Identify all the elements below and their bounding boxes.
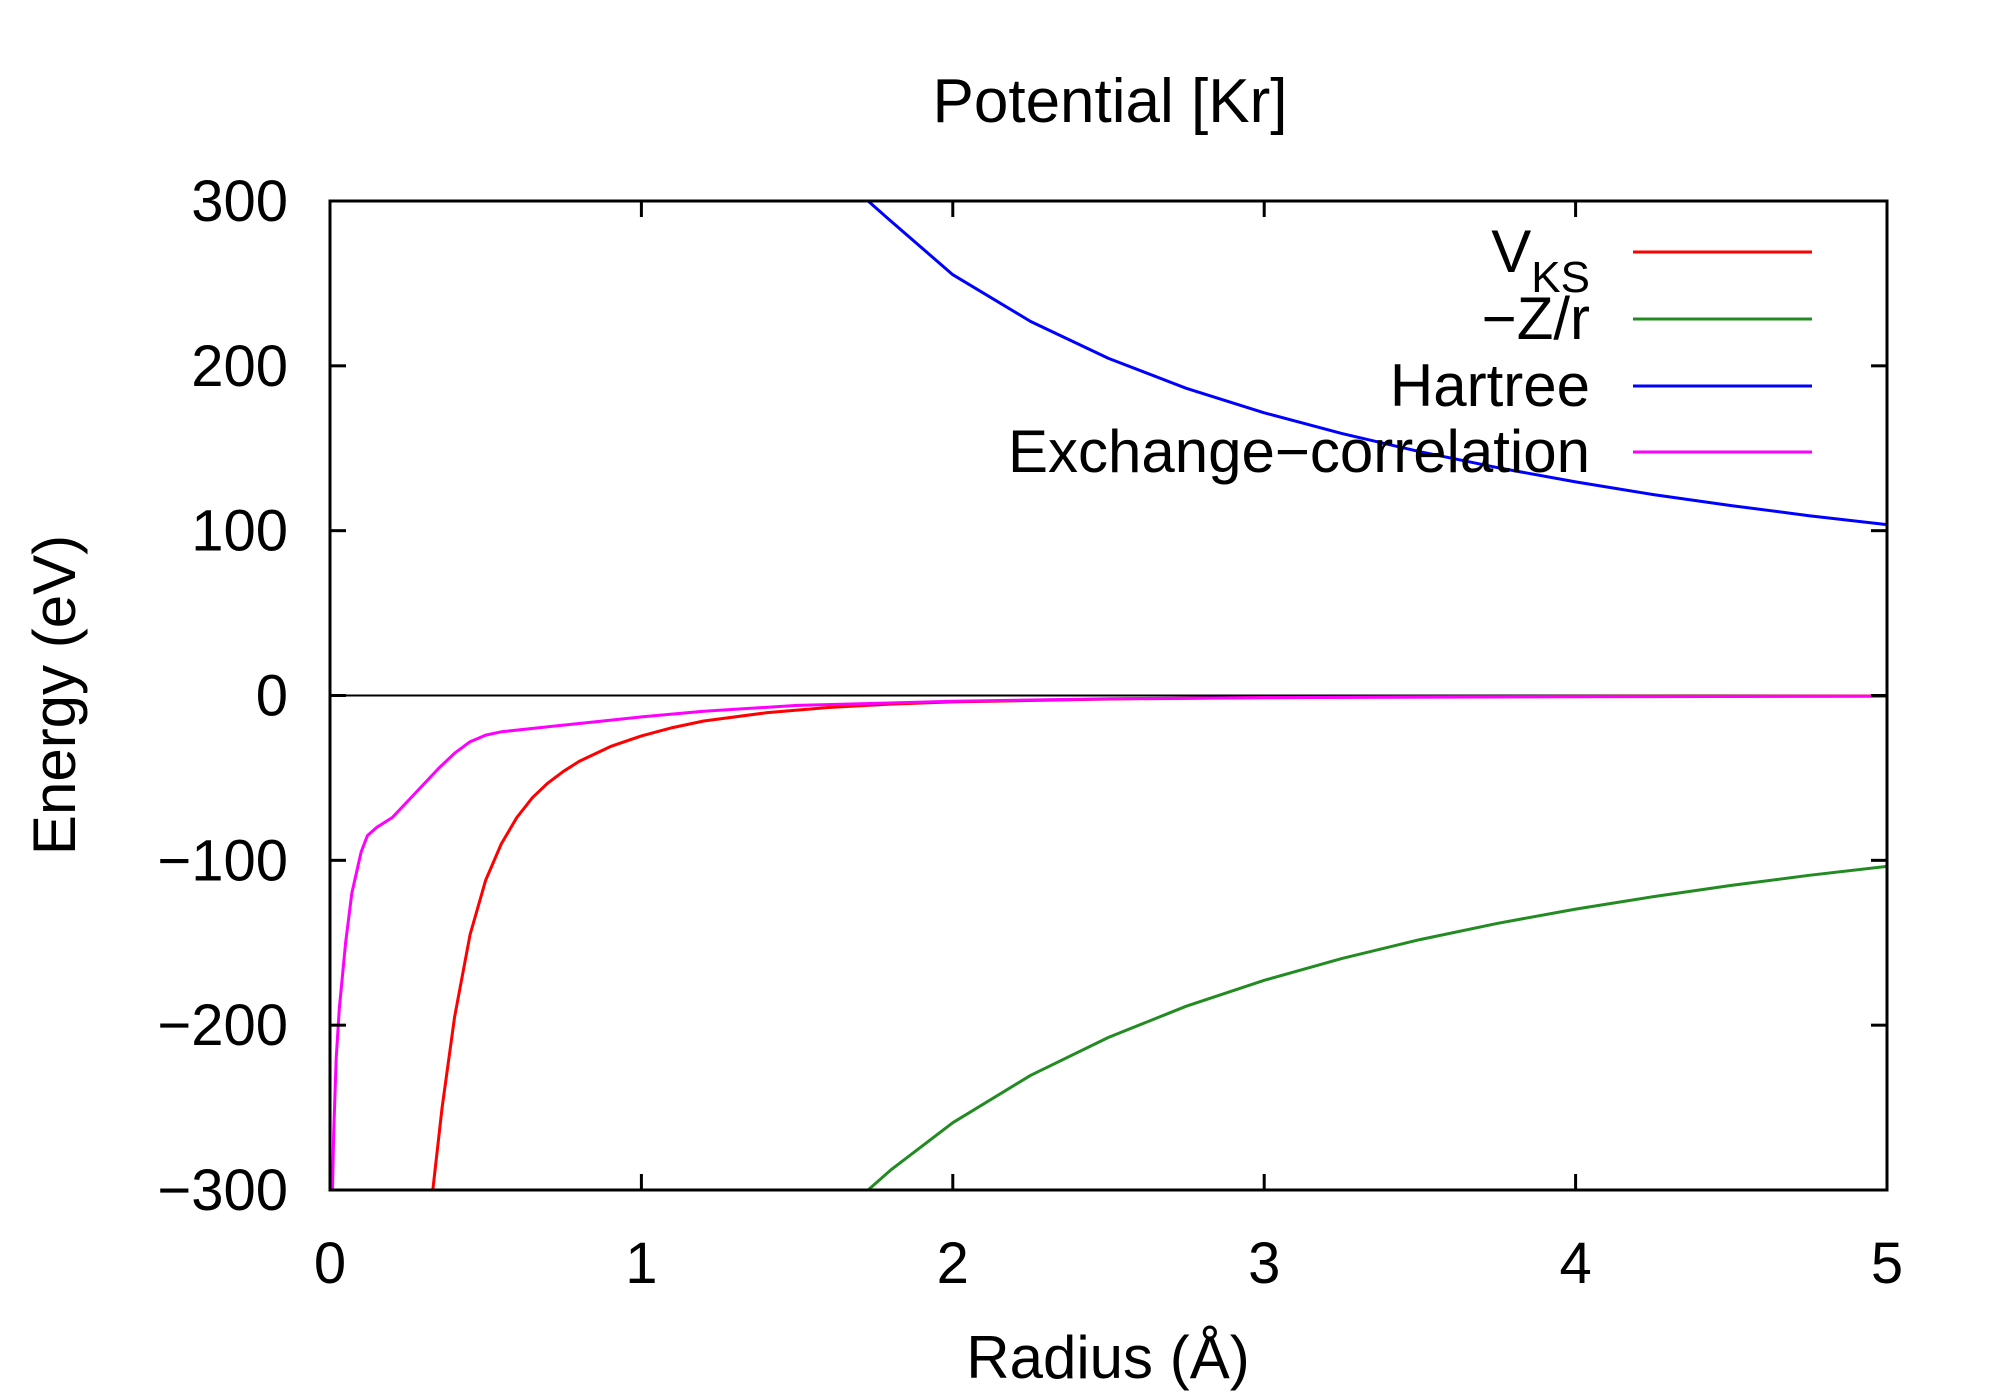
series-line-z-r xyxy=(867,864,1887,1190)
y-tick-label: 300 xyxy=(191,169,288,234)
series-layer xyxy=(331,201,1887,1190)
series-line-hartree xyxy=(867,201,1887,527)
x-axis-label: Radius (Å) xyxy=(966,1324,1249,1391)
plot-area: 0 1 2 3 4 5 −300 −200 −100 0 100 200 300 xyxy=(157,169,1903,1296)
x-tick-label: 5 xyxy=(1871,1231,1903,1296)
y-axis-label: Energy (eV) xyxy=(21,535,88,855)
legend-label-exchange-correlation: Exchange−correlation xyxy=(1008,418,1590,485)
y-tick-label: 0 xyxy=(256,664,288,729)
tick-layer: 0 1 2 3 4 5 −300 −200 −100 0 100 200 300 xyxy=(157,169,1903,1296)
y-tick-label: −300 xyxy=(157,1158,288,1223)
legend-label-hartree: Hartree xyxy=(1390,352,1590,419)
series-line-exchange-correlation xyxy=(331,694,1887,1190)
x-tick-label: 0 xyxy=(314,1231,346,1296)
x-tick-label: 4 xyxy=(1559,1231,1591,1296)
legend-label-vks: VKS xyxy=(1491,218,1590,302)
y-tick-label: −100 xyxy=(157,828,288,893)
x-tick-label: 2 xyxy=(937,1231,969,1296)
x-tick-label: 1 xyxy=(625,1231,657,1296)
x-tick-label: 3 xyxy=(1248,1231,1280,1296)
chart-title: Potential [Kr] xyxy=(933,67,1288,136)
y-tick-label: 100 xyxy=(191,499,288,564)
legend-label-z-r: −Z/r xyxy=(1482,285,1590,352)
y-tick-label: −200 xyxy=(157,993,288,1058)
y-tick-label: 200 xyxy=(191,334,288,399)
